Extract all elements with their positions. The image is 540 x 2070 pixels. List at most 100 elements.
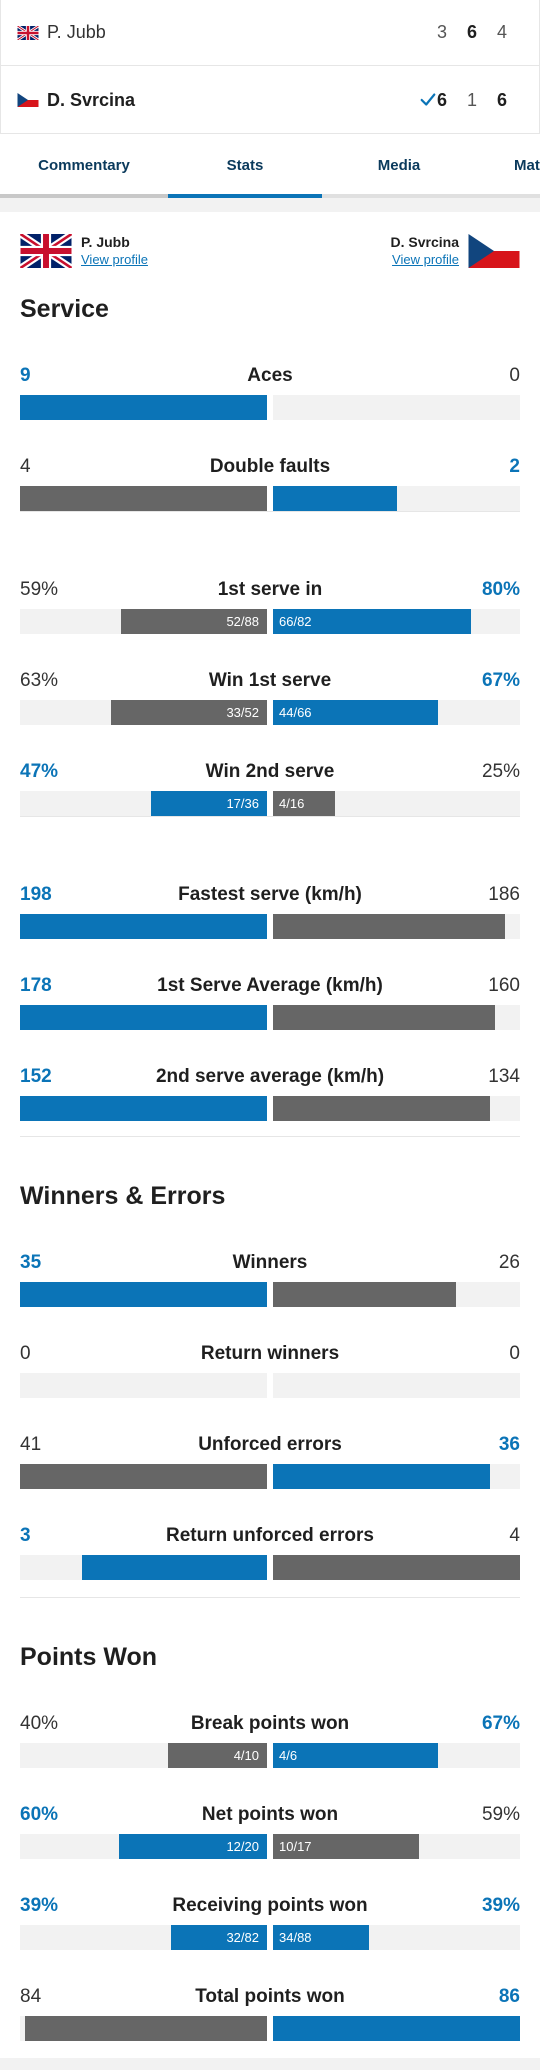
stat-right-value: 0 (509, 365, 520, 386)
stat-left-value: 152 (20, 1066, 52, 1087)
stat-label: Win 1st serve (208, 670, 332, 691)
stat-left-value: 198 (20, 884, 52, 905)
stat-label: Break points won (190, 1713, 350, 1734)
section-divider (20, 1136, 520, 1137)
stat-right-track (273, 1555, 520, 1580)
stat-right-track: 10/17 (273, 1834, 520, 1859)
stat-label: 1st serve in (217, 579, 323, 600)
left-view-profile-link[interactable]: View profile (81, 252, 148, 267)
stat-right-track (273, 1005, 520, 1030)
stat-left-track (20, 486, 267, 511)
stat-left-ratio: 52/88 (226, 614, 259, 629)
stat-label: Net points won (201, 1804, 339, 1825)
tab-media[interactable]: Media (377, 157, 421, 174)
stat-label: Return winners (200, 1343, 340, 1364)
right-view-profile-link[interactable]: View profile (392, 252, 459, 267)
stat-right-value: 67% (481, 1713, 520, 1734)
stat-left-value: 40% (20, 1713, 59, 1734)
stat-label: Double faults (209, 456, 331, 477)
section-title-winners-errors: Winners & Errors (20, 1182, 226, 1210)
stat-label: Receiving points won (172, 1895, 368, 1916)
stat-left-value: 178 (20, 975, 52, 996)
stat-left-value: 9 (20, 365, 31, 386)
tab-stats[interactable]: Stats (226, 157, 264, 174)
stat-right-track (273, 914, 520, 939)
stat-right-value: 134 (488, 1066, 520, 1087)
stat-row-receiving-points-won: Receiving points won 39% 39% 32/82 34/88 (20, 1895, 520, 1951)
stat-row-win-1st-serve: Win 1st serve 63% 67% 33/52 44/66 (20, 670, 520, 726)
stat-right-value: 0 (509, 1343, 520, 1364)
stat-left-track (20, 395, 267, 420)
stat-right-ratio: 4/16 (279, 796, 305, 811)
stat-right-value: 186 (488, 884, 520, 905)
stat-left-track: 33/52 (20, 700, 267, 725)
winner-check-icon (420, 93, 436, 106)
stat-left-ratio: 4/10 (233, 1748, 259, 1763)
stat-right-value: 160 (488, 975, 520, 996)
stat-row-return-unforced-errors: Return unforced errors 3 4 (20, 1525, 520, 1581)
stat-left-value: 41 (20, 1434, 42, 1455)
stat-right-track (273, 1373, 520, 1398)
stat-row-aces: Aces 9 0 (20, 365, 520, 421)
stat-left-track (20, 1282, 267, 1307)
stat-right-track (273, 1096, 520, 1121)
stat-row-1st-serve-average-km-h: 1st Serve Average (km/h) 178 160 (20, 975, 520, 1031)
section-title-service: Service (20, 295, 109, 323)
player2-sets: 6 1 6 (427, 90, 517, 111)
stat-left-bar (111, 700, 267, 725)
stat-left-value: 59% (20, 579, 59, 600)
tab-bar: Commentary Stats Media Mat (0, 134, 540, 198)
stat-row-break-points-won: Break points won 40% 67% 4/10 4/6 (20, 1713, 520, 1769)
stat-divider (20, 511, 520, 512)
bottom-separator (0, 2058, 540, 2070)
cz-flag-icon (17, 93, 39, 107)
stat-left-bar (25, 2016, 267, 2041)
player1-name: P. Jubb (47, 22, 106, 42)
player2-name: D. Svrcina (47, 89, 136, 110)
tab-commentary[interactable]: Commentary (38, 157, 130, 174)
tab-match[interactable]: Mat (514, 157, 540, 174)
section-separator (0, 198, 540, 212)
stat-left-value: 63% (20, 670, 59, 691)
stat-left-track (20, 1096, 267, 1121)
stat-right-value: 80% (481, 579, 520, 600)
stat-left-track (20, 1005, 267, 1030)
stat-label: Fastest serve (km/h) (178, 884, 362, 905)
stat-right-bar (273, 1096, 490, 1121)
stat-left-value: 84 (20, 1986, 42, 2007)
stat-label: Total points won (195, 1986, 345, 2007)
stat-right-value: 59% (481, 1804, 520, 1825)
stat-row-win-2nd-serve: Win 2nd serve 47% 25% 17/36 4/16 (20, 761, 520, 817)
stat-row-unforced-errors: Unforced errors 41 36 (20, 1434, 520, 1490)
stat-row-fastest-serve-km-h: Fastest serve (km/h) 198 186 (20, 884, 520, 940)
stat-left-track: 52/88 (20, 609, 267, 634)
stat-right-track: 66/82 (273, 609, 520, 634)
stat-right-bar (273, 1925, 369, 1950)
stat-label: Win 2nd serve (205, 761, 335, 782)
stat-right-value: 4 (509, 1525, 520, 1546)
stat-row-double-faults: Double faults 4 2 (20, 456, 520, 512)
right-player-name: D. Svrcina (390, 234, 459, 250)
gb-flag-icon (17, 25, 39, 40)
stat-label: Winners (232, 1252, 308, 1273)
stat-left-bar (20, 1282, 267, 1307)
set-score: 4 (496, 22, 507, 42)
section-title-points-won: Points Won (20, 1643, 158, 1671)
stat-row-2nd-serve-average-km-h: 2nd serve average (km/h) 152 134 (20, 1066, 520, 1122)
set-score: 3 (436, 22, 447, 42)
stat-right-bar (273, 1282, 456, 1307)
stat-left-track: 4/10 (20, 1743, 267, 1768)
stat-right-ratio: 66/82 (279, 614, 312, 629)
stat-left-bar (20, 914, 267, 939)
stat-left-value: 4 (20, 456, 31, 477)
stat-right-bar (273, 1464, 490, 1489)
stat-right-value: 67% (481, 670, 520, 691)
stat-right-bar (273, 486, 397, 511)
stat-left-track: 32/82 (20, 1925, 267, 1950)
stat-right-track (273, 1464, 520, 1489)
stat-left-bar (82, 1555, 267, 1580)
stat-right-bar (273, 791, 335, 816)
player1-sets: 3 6 4 (427, 22, 517, 43)
stat-label: 1st Serve Average (km/h) (157, 975, 383, 996)
stat-left-value: 60% (20, 1804, 59, 1825)
